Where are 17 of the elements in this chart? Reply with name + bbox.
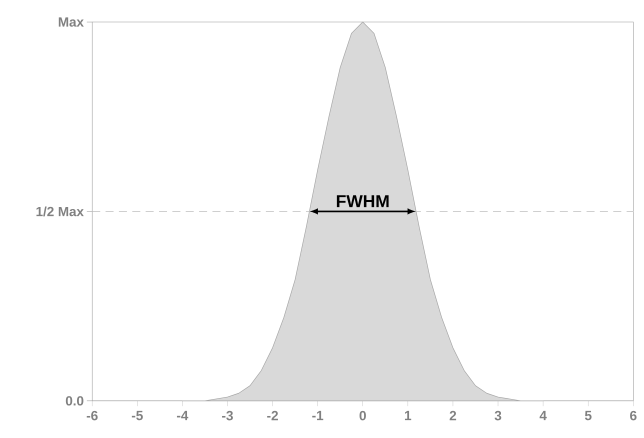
x-tick-label: 3 (494, 410, 502, 420)
annotation: FWHM (336, 195, 389, 208)
x-tick-label: -3 (222, 410, 233, 420)
x-tick-label: -4 (176, 410, 188, 420)
x-tick-label: 6 (630, 410, 637, 420)
x-tick-label: -2 (267, 410, 278, 420)
text: 0.0 (66, 396, 84, 406)
x-tick-label: -1 (312, 410, 324, 420)
text: Max (58, 17, 84, 27)
x-tick-label: 4 (540, 410, 547, 420)
x-tick-label: -6 (86, 410, 98, 420)
x-tick-label: 1 (404, 410, 412, 420)
ref-line-label: 1/2 Max (36, 206, 84, 216)
x-tick-label: -5 (132, 410, 143, 420)
x-tick-label: 2 (450, 410, 456, 420)
x-tick-label: 5 (584, 410, 592, 420)
x-tick-label: 0 (360, 410, 366, 420)
